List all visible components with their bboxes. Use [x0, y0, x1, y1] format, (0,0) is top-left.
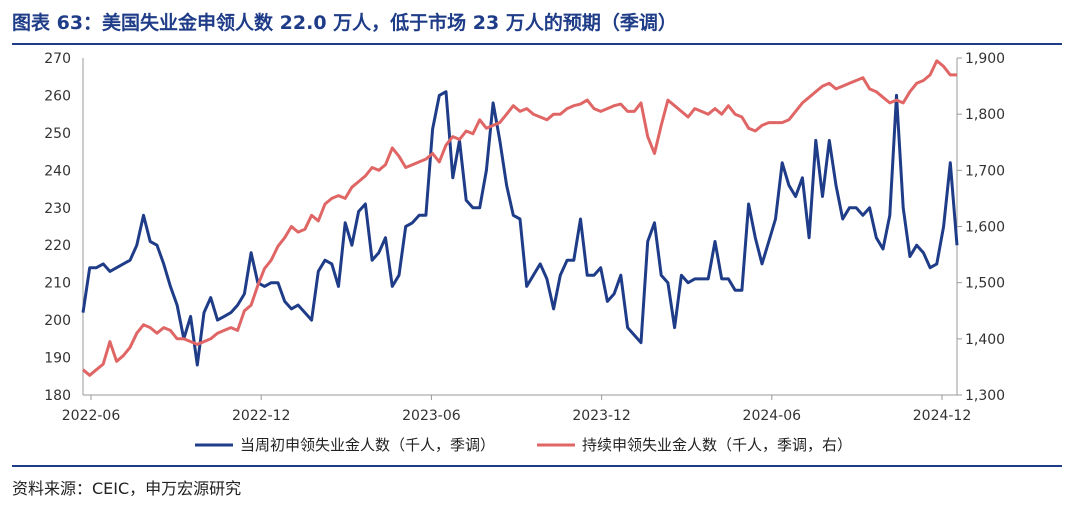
y-right-tick-label: 1,600: [965, 220, 1005, 236]
legend-continuing-claims-label: 持续申领失业金人数（千人，季调，右）: [582, 436, 852, 454]
y-left-tick-label: 180: [44, 388, 71, 404]
y-right-tick-label: 1,900: [965, 51, 1005, 67]
y-left-tick-label: 230: [44, 201, 71, 217]
y-right-tick-label: 1,800: [965, 107, 1005, 123]
x-tick-label: 2022-06: [62, 408, 121, 424]
x-tick-label: 2024-12: [913, 408, 972, 424]
chart-title: 图表 63：美国失业金申领人数 22.0 万人，低于市场 23 万人的预期（季调…: [12, 12, 677, 34]
y-right-tick-label: 1,700: [965, 163, 1005, 179]
series-line-continuing-claims: [82, 59, 957, 377]
source-divider: [12, 465, 1062, 467]
y-left-tick-label: 250: [44, 126, 71, 142]
x-tick-label: 2023-06: [402, 408, 461, 424]
tick-labels: 180 190 200 210 220 230 240 250 260 270 1,300 1,400…: [44, 51, 1005, 424]
series-line-initial-claims: [81, 90, 959, 367]
y-right-tick-label: 1,300: [965, 388, 1005, 404]
legend-initial-claims-label: 当周初申领失业金人数（千人，季调）: [240, 436, 495, 454]
y-left-tick-label: 220: [44, 238, 71, 254]
source-note: 资料来源：CEIC，申万宏源研究: [12, 479, 242, 498]
axes: [82, 57, 962, 400]
y-left-tick-label: 210: [44, 276, 71, 292]
y-left-tick-label: 190: [44, 351, 71, 367]
y-right-tick-label: 1,500: [965, 276, 1005, 292]
x-tick-label: 2024-06: [743, 408, 802, 424]
y-left-tick-label: 270: [44, 51, 71, 67]
legend: 当周初申领失业金人数（千人，季调） 持续申领失业金人数（千人，季调，右）: [195, 436, 852, 454]
y-right-tick-label: 1,400: [965, 332, 1005, 348]
y-left-tick-label: 200: [44, 313, 71, 329]
x-tick-label: 2023-12: [572, 408, 631, 424]
y-left-tick-label: 260: [44, 88, 71, 104]
series-lines: [81, 59, 959, 377]
x-tick-label: 2022-12: [232, 408, 291, 424]
y-left-tick-label: 240: [44, 163, 71, 179]
title-divider: [12, 43, 1062, 45]
